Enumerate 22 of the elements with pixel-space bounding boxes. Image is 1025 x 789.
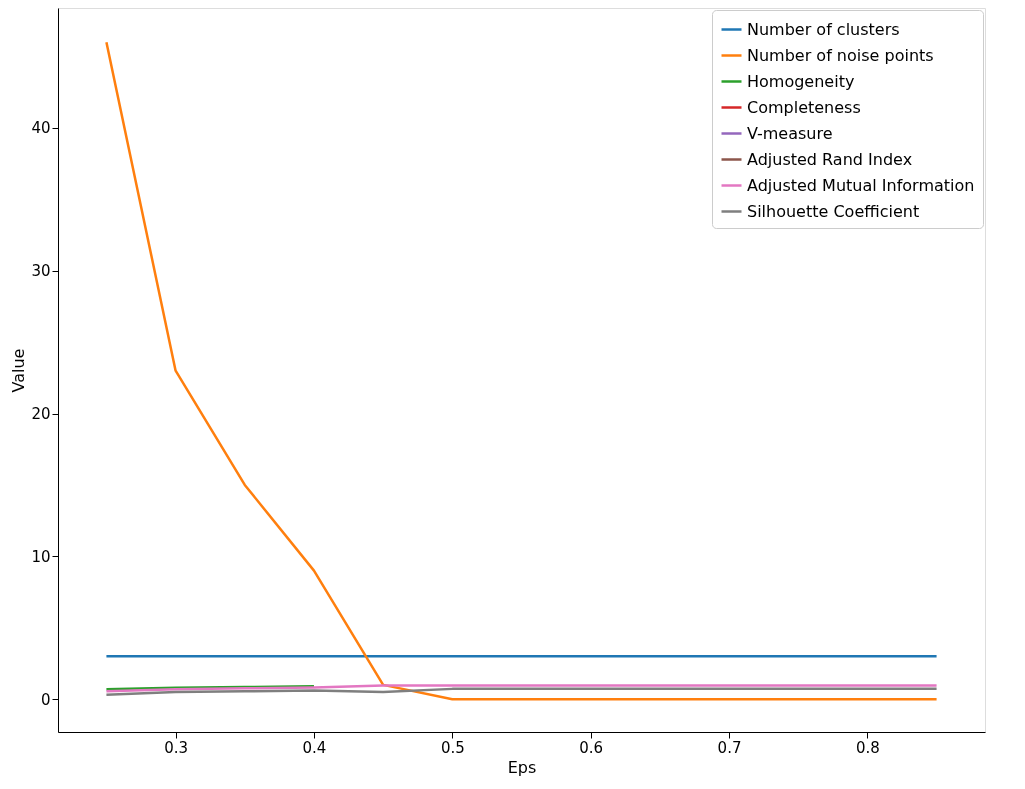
line-series [105, 687, 938, 697]
x-tick-label: 0.5 [440, 738, 465, 757]
legend-label: Homogeneity [747, 71, 855, 91]
legend-label: Number of noise points [747, 45, 934, 65]
x-tick-label: 0.8 [855, 738, 880, 757]
y-tick-label: 40 [31, 119, 51, 138]
y-tick-label: 30 [31, 262, 51, 281]
legend-label: V-measure [747, 123, 833, 143]
legend-label: Silhouette Coefficient [747, 201, 920, 221]
y-tick-label: 20 [31, 405, 51, 424]
x-tick-label: 0.6 [579, 738, 604, 757]
y-axis-title: Value [9, 348, 29, 393]
x-tick-label: 0.4 [302, 738, 327, 757]
legend-label: Adjusted Rand Index [747, 149, 913, 169]
x-tick-label: 0.3 [164, 738, 189, 757]
x-tick-label: 0.7 [717, 738, 742, 757]
y-tick-label: 10 [31, 547, 51, 566]
legend-label: Number of clusters [747, 19, 900, 39]
x-axis-title: Eps [507, 757, 537, 777]
y-tick-label: 0 [40, 690, 51, 709]
legend-label: Adjusted Mutual Information [747, 175, 975, 195]
legend-label: Completeness [747, 97, 861, 117]
